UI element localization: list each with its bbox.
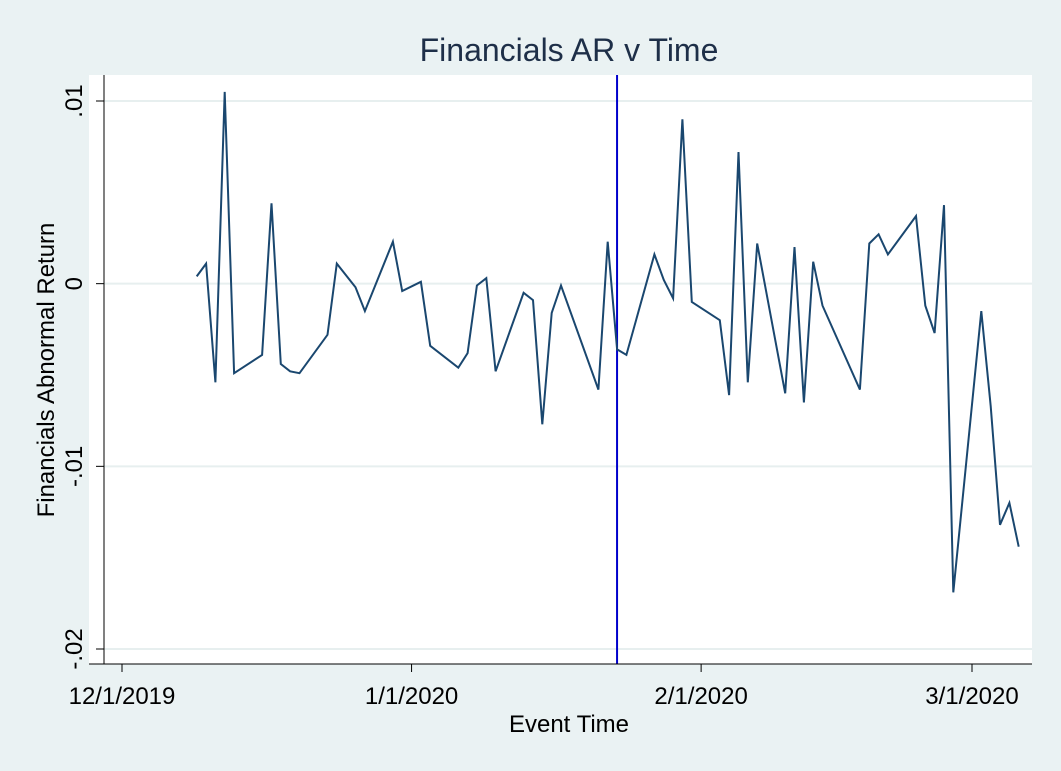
y-tick-label: .01 [61,84,88,117]
x-tick-label: 2/1/2020 [654,683,747,710]
x-axis-label: Event Time [509,711,629,738]
y-ticks: .01 0 -.01 -.02 [61,84,104,670]
plot-area [89,75,1032,664]
x-tick-label: 12/1/2019 [69,683,176,710]
y-tick-label: 0 [61,277,88,290]
x-ticks: 12/1/2019 1/1/2020 2/1/2020 3/1/2020 [69,664,1019,710]
y-axis-label: Financials Abnormal Return [33,223,60,518]
chart-title: Financials AR v Time [420,32,719,68]
y-tick-label: -.01 [61,446,88,487]
y-tick-label: -.02 [61,628,88,669]
series-line [195,91,1020,593]
x-tick-label: 1/1/2020 [365,683,458,710]
gridlines [104,100,1032,650]
x-tick-label: 3/1/2020 [925,683,1018,710]
